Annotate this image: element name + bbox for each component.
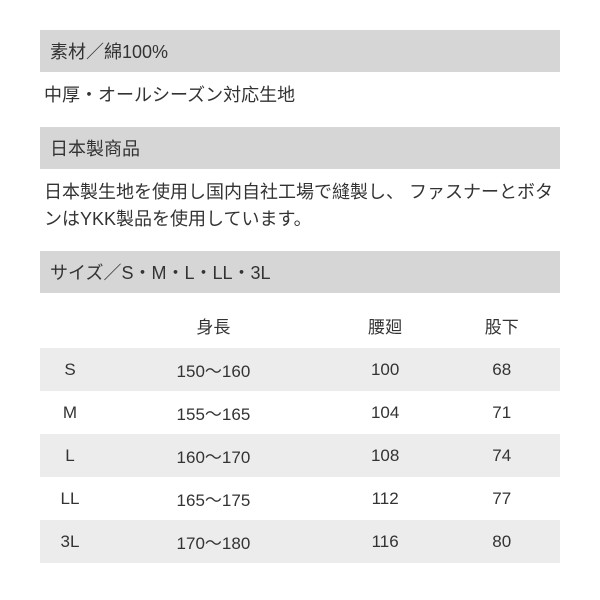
table-row: LL165～17511277 [40,477,560,520]
size-label-cell: S [40,348,100,391]
size-label-cell: M [40,391,100,434]
size-table-body: S150～16010068M155～16510471L160～17010874L… [40,348,560,563]
size-value-cell: 100 [327,348,444,391]
size-value-cell: 104 [327,391,444,434]
size-label-cell: LL [40,477,100,520]
size-table-col-2: 腰廻 [327,303,444,348]
size-value-cell: 160～170 [100,434,327,477]
size-label-cell: L [40,434,100,477]
size-value-cell: 165～175 [100,477,327,520]
material-header: 素材／綿100% [40,30,560,72]
size-value-cell: 77 [443,477,560,520]
size-table: 身長 腰廻 股下 S150～16010068M155～16510471L160～… [40,303,560,563]
table-row: 3L170～18011680 [40,520,560,563]
size-value-cell: 170～180 [100,520,327,563]
size-table-col-1: 身長 [100,303,327,348]
size-value-cell: 74 [443,434,560,477]
size-table-col-0 [40,303,100,348]
size-table-col-3: 股下 [443,303,560,348]
size-value-cell: 68 [443,348,560,391]
size-value-cell: 150～160 [100,348,327,391]
size-value-cell: 112 [327,477,444,520]
material-body: 中厚・オールシーズン対応生地 [40,82,560,127]
origin-body: 日本製生地を使用し国内自社工場で縫製し、 ファスナーとボタンはYKK製品を使用し… [40,179,560,251]
table-row: M155～16510471 [40,391,560,434]
table-row: S150～16010068 [40,348,560,391]
origin-header: 日本製商品 [40,127,560,169]
size-value-cell: 80 [443,520,560,563]
size-label-cell: 3L [40,520,100,563]
size-value-cell: 108 [327,434,444,477]
size-value-cell: 155～165 [100,391,327,434]
size-value-cell: 71 [443,391,560,434]
size-table-header-row: 身長 腰廻 股下 [40,303,560,348]
size-value-cell: 116 [327,520,444,563]
table-row: L160～17010874 [40,434,560,477]
size-header: サイズ／S・M・L・LL・3L [40,251,560,293]
